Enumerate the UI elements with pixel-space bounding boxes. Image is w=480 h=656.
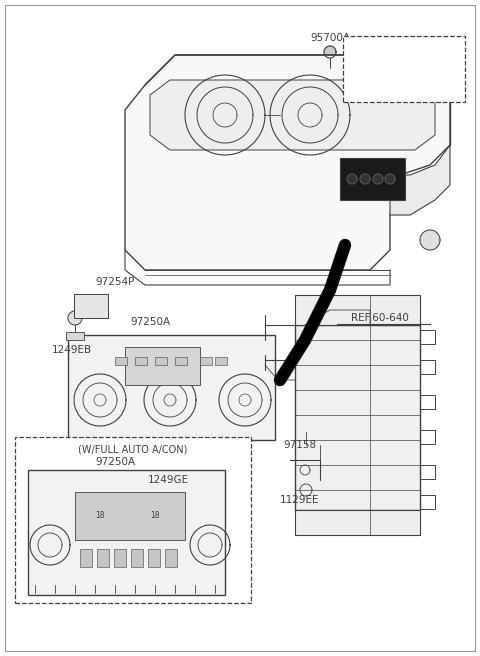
Polygon shape xyxy=(213,103,237,127)
FancyBboxPatch shape xyxy=(66,332,84,340)
Text: 1249GE: 1249GE xyxy=(147,475,189,485)
Polygon shape xyxy=(185,75,265,155)
Polygon shape xyxy=(125,55,450,270)
FancyBboxPatch shape xyxy=(200,357,212,365)
Polygon shape xyxy=(420,230,440,250)
Polygon shape xyxy=(347,174,357,184)
Text: (W/FULL AUTO A/CON): (W/FULL AUTO A/CON) xyxy=(78,445,188,455)
Text: 18: 18 xyxy=(95,512,105,520)
Polygon shape xyxy=(68,311,82,325)
FancyBboxPatch shape xyxy=(343,36,465,102)
Text: 95700A: 95700A xyxy=(310,33,350,43)
Polygon shape xyxy=(390,145,450,215)
Text: 97250A: 97250A xyxy=(95,457,135,467)
FancyBboxPatch shape xyxy=(115,357,127,365)
FancyBboxPatch shape xyxy=(75,492,185,540)
Polygon shape xyxy=(74,374,126,426)
FancyBboxPatch shape xyxy=(125,347,200,385)
FancyBboxPatch shape xyxy=(148,549,160,567)
Text: 1129EE: 1129EE xyxy=(280,495,320,505)
Text: 97254: 97254 xyxy=(415,78,448,88)
Text: (BLANKING): (BLANKING) xyxy=(373,50,435,60)
FancyBboxPatch shape xyxy=(15,437,251,603)
Polygon shape xyxy=(300,465,310,475)
FancyBboxPatch shape xyxy=(155,357,167,365)
Text: 97254P: 97254P xyxy=(96,277,135,287)
Polygon shape xyxy=(239,394,251,406)
Text: 1249EB: 1249EB xyxy=(52,345,92,355)
FancyBboxPatch shape xyxy=(80,549,92,567)
Polygon shape xyxy=(219,374,271,426)
FancyBboxPatch shape xyxy=(165,549,177,567)
FancyBboxPatch shape xyxy=(114,549,126,567)
Polygon shape xyxy=(360,174,370,184)
Polygon shape xyxy=(144,374,196,426)
Polygon shape xyxy=(270,75,350,155)
Polygon shape xyxy=(324,46,336,58)
Text: 18: 18 xyxy=(150,512,160,520)
FancyBboxPatch shape xyxy=(74,294,108,318)
FancyBboxPatch shape xyxy=(97,549,109,567)
Polygon shape xyxy=(150,80,435,150)
Polygon shape xyxy=(28,470,225,595)
FancyBboxPatch shape xyxy=(295,465,317,475)
FancyBboxPatch shape xyxy=(135,357,147,365)
Polygon shape xyxy=(385,174,395,184)
Polygon shape xyxy=(295,325,420,510)
Text: 97250A: 97250A xyxy=(130,317,170,327)
FancyBboxPatch shape xyxy=(131,549,143,567)
FancyBboxPatch shape xyxy=(175,357,187,365)
Polygon shape xyxy=(30,525,70,565)
Polygon shape xyxy=(164,394,176,406)
Polygon shape xyxy=(190,525,230,565)
Text: 97158: 97158 xyxy=(283,440,317,450)
Text: REF.60-640: REF.60-640 xyxy=(351,313,409,323)
FancyBboxPatch shape xyxy=(215,357,227,365)
FancyBboxPatch shape xyxy=(340,158,405,200)
Polygon shape xyxy=(373,174,383,184)
Polygon shape xyxy=(68,335,275,440)
Polygon shape xyxy=(94,394,106,406)
Polygon shape xyxy=(295,295,420,325)
Polygon shape xyxy=(295,510,420,535)
Polygon shape xyxy=(298,103,322,127)
